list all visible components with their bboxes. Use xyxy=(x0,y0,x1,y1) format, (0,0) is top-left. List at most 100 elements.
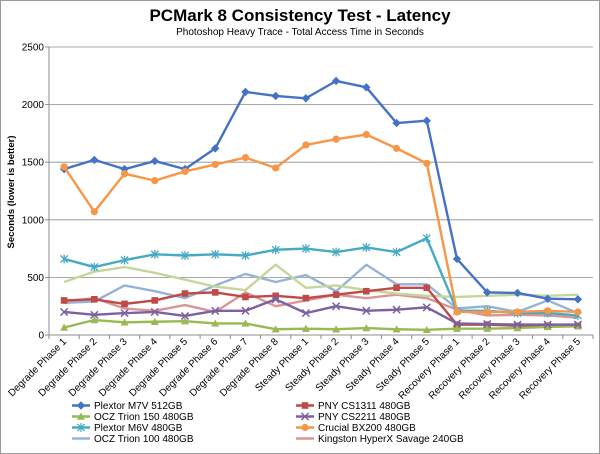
series-4 xyxy=(60,233,582,320)
data-point xyxy=(241,87,250,97)
data-point-stroke xyxy=(271,295,280,304)
data-point xyxy=(301,324,310,332)
data-point-stroke xyxy=(120,308,129,318)
data-point xyxy=(392,325,401,333)
data-point-stroke xyxy=(211,306,220,315)
data-point xyxy=(271,245,280,255)
y-tick-labels: 0 500 1000 1500 2000 2500 xyxy=(22,43,45,342)
series-line xyxy=(63,298,578,326)
data-point xyxy=(150,249,159,259)
data-point xyxy=(301,244,310,253)
data-point xyxy=(271,91,280,101)
data-point xyxy=(513,308,522,316)
data-point xyxy=(513,324,522,332)
data-point-stroke xyxy=(422,303,431,312)
data-point xyxy=(271,295,280,304)
data-point xyxy=(241,306,250,315)
data-point xyxy=(332,247,341,257)
data-point xyxy=(363,287,370,295)
x-tick-label: Steady Phase 5 xyxy=(374,336,432,394)
data-point xyxy=(272,292,279,300)
data-point xyxy=(362,83,371,92)
data-point xyxy=(392,305,401,314)
y-axis-label: Seconds (lower is better) xyxy=(6,136,17,249)
data-point xyxy=(513,320,522,329)
data-point xyxy=(241,319,250,327)
legend-label: PNY CS1311 480GB xyxy=(318,401,411,412)
data-point xyxy=(452,319,462,328)
data-point xyxy=(120,255,129,265)
data-point xyxy=(211,319,220,327)
legend-item: Kingston HyperX Savage 240GB xyxy=(296,434,464,445)
data-point xyxy=(513,288,522,298)
data-point xyxy=(331,76,341,86)
series-line xyxy=(63,263,578,299)
data-point xyxy=(362,130,370,139)
data-point-stroke xyxy=(59,307,69,317)
y-tick-label: 2000 xyxy=(22,100,45,111)
x-tick-label: Steady Phase 1 xyxy=(253,336,311,394)
series-lines xyxy=(59,76,583,334)
data-point xyxy=(121,300,128,308)
data-point-stroke xyxy=(392,305,401,314)
series-6 xyxy=(64,263,579,315)
data-point xyxy=(422,233,431,243)
legend-label: Crucial BX200 480GB xyxy=(318,423,416,434)
legend-swatch-marker-stroke xyxy=(300,412,310,421)
legend-label: OCZ Trion 100 480GB xyxy=(94,434,194,445)
data-point xyxy=(90,262,99,272)
data-point xyxy=(120,164,129,174)
data-point xyxy=(423,159,431,167)
series-line xyxy=(63,318,578,332)
data-point-stroke xyxy=(90,310,99,319)
series-line xyxy=(64,263,579,315)
data-point xyxy=(90,310,99,319)
data-point xyxy=(483,319,492,329)
data-point xyxy=(241,251,250,260)
data-point xyxy=(272,164,280,172)
data-point xyxy=(242,293,249,301)
data-point xyxy=(181,290,189,297)
legend-label: PNY CS2211 480GB xyxy=(318,412,411,423)
data-point xyxy=(120,318,129,326)
legend-item: PNY CS1311 480GB xyxy=(296,401,411,412)
data-point xyxy=(59,307,69,317)
legend-item: Plextor M7V 512GB xyxy=(72,401,183,412)
legend-label: Plextor M7V 512GB xyxy=(94,401,183,412)
chart-subtitle: Photoshop Heavy Trace - Total Access Tim… xyxy=(176,27,424,38)
data-point xyxy=(211,144,220,153)
legend-swatch-marker xyxy=(76,401,86,410)
y-tick-label: 0 xyxy=(38,331,44,342)
x-tick-label: Steady Phase 2 xyxy=(284,336,342,394)
data-point xyxy=(543,294,552,303)
legend-label: Kingston HyperX Savage 240GB xyxy=(318,434,464,445)
data-point xyxy=(362,243,371,252)
x-tick-label: Steady Phase 3 xyxy=(314,336,372,394)
data-point xyxy=(211,249,220,259)
data-point xyxy=(180,311,190,321)
series-3 xyxy=(59,295,583,329)
series-line xyxy=(63,133,578,314)
data-point xyxy=(392,247,401,257)
data-point xyxy=(150,156,159,166)
data-point xyxy=(150,317,159,325)
data-point xyxy=(422,325,431,334)
data-point xyxy=(271,325,280,333)
legend-swatch-marker xyxy=(301,423,309,432)
data-point xyxy=(544,307,552,315)
data-point xyxy=(120,308,129,318)
data-point xyxy=(573,322,582,330)
data-point xyxy=(362,306,371,315)
data-point xyxy=(181,167,189,176)
data-point xyxy=(302,294,310,302)
data-point xyxy=(574,308,582,316)
data-point xyxy=(181,317,189,325)
series-0 xyxy=(59,76,583,304)
y-tick-label: 2500 xyxy=(22,43,45,54)
series-5 xyxy=(60,130,582,316)
data-point xyxy=(392,118,401,128)
data-point xyxy=(241,153,250,162)
